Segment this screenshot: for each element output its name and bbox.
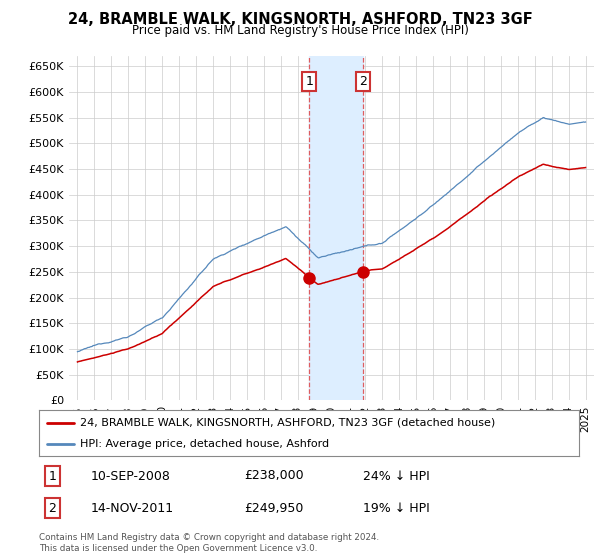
Text: 24% ↓ HPI: 24% ↓ HPI bbox=[363, 469, 430, 483]
Text: 10-SEP-2008: 10-SEP-2008 bbox=[90, 469, 170, 483]
Text: 1: 1 bbox=[305, 75, 313, 88]
Text: HPI: Average price, detached house, Ashford: HPI: Average price, detached house, Ashf… bbox=[79, 439, 329, 449]
Bar bbox=[310, 56, 363, 400]
Text: 2: 2 bbox=[359, 75, 367, 88]
Text: 2: 2 bbox=[49, 502, 56, 515]
Text: £249,950: £249,950 bbox=[244, 502, 304, 515]
Text: 1: 1 bbox=[49, 469, 56, 483]
Text: Contains HM Land Registry data © Crown copyright and database right 2024.
This d: Contains HM Land Registry data © Crown c… bbox=[39, 533, 379, 553]
Text: 24, BRAMBLE WALK, KINGSNORTH, ASHFORD, TN23 3GF: 24, BRAMBLE WALK, KINGSNORTH, ASHFORD, T… bbox=[68, 12, 532, 27]
Text: 19% ↓ HPI: 19% ↓ HPI bbox=[363, 502, 430, 515]
Text: £238,000: £238,000 bbox=[244, 469, 304, 483]
Text: Price paid vs. HM Land Registry's House Price Index (HPI): Price paid vs. HM Land Registry's House … bbox=[131, 24, 469, 36]
Text: 24, BRAMBLE WALK, KINGSNORTH, ASHFORD, TN23 3GF (detached house): 24, BRAMBLE WALK, KINGSNORTH, ASHFORD, T… bbox=[79, 418, 495, 428]
Text: 14-NOV-2011: 14-NOV-2011 bbox=[90, 502, 173, 515]
